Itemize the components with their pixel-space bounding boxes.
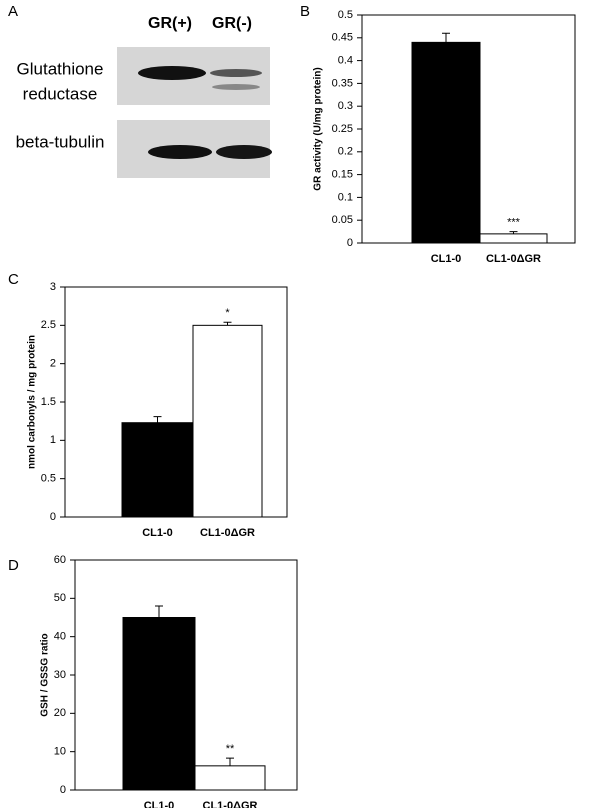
category-label: CL1-0: [431, 253, 462, 265]
significance-label: ***: [507, 217, 521, 229]
y-tick-label: 0.4: [338, 55, 353, 67]
error-bar: [442, 32, 450, 43]
y-tick-label: 0.35: [332, 77, 353, 89]
bar: [192, 324, 263, 518]
category-label: CL1-0: [142, 527, 173, 539]
y-tick-label: 10: [54, 746, 66, 758]
y-tick-label: 2: [50, 358, 56, 370]
lane-label: GR(+): [148, 15, 192, 32]
y-tick-label: 0.05: [332, 214, 353, 226]
y-tick-label: 20: [54, 707, 66, 719]
y-axis-label: GR activity (U/mg protein): [313, 67, 324, 190]
panel-letter: C: [8, 271, 19, 288]
error-bar: [226, 757, 234, 766]
bar: [194, 765, 266, 791]
y-tick-label: 30: [54, 669, 66, 681]
y-tick-label: 0.3: [338, 100, 353, 112]
band: [148, 145, 212, 159]
plot-frame: [361, 14, 576, 244]
band: [138, 66, 206, 80]
significance-label: *: [225, 307, 230, 319]
y-tick-label: 0.1: [338, 191, 353, 203]
band: [210, 69, 262, 77]
bar: [121, 422, 194, 518]
category-label: CL1-0ΔGR: [486, 253, 541, 265]
bar: [122, 617, 196, 791]
y-tick-label: 0.5: [338, 9, 353, 21]
y-tick-label: 40: [54, 631, 66, 643]
y-tick-label: 0.5: [41, 473, 56, 485]
y-tick-label: 1: [50, 434, 56, 446]
lane-label: GR(-): [212, 15, 252, 32]
bar: [479, 233, 548, 244]
error-bar: [509, 231, 518, 234]
category-label: CL1-0ΔGR: [200, 527, 255, 539]
y-tick-label: 0: [60, 784, 66, 796]
panel-letter: B: [300, 3, 310, 20]
y-axis-label: nmol carbonyls / mg protein: [27, 335, 38, 469]
row-label: beta-tubulin: [16, 132, 105, 151]
plot-frame: [74, 559, 298, 791]
y-tick-label: 2.5: [41, 319, 56, 331]
panel-letter: D: [8, 557, 19, 574]
row-label: reductase: [23, 84, 98, 103]
y-tick-label: 60: [54, 554, 66, 566]
y-tick-label: 0: [347, 237, 353, 249]
band: [216, 145, 272, 159]
y-tick-label: 0.25: [332, 123, 353, 135]
bar: [411, 41, 481, 244]
y-tick-label: 3: [50, 281, 56, 293]
error-bar: [155, 605, 163, 618]
band: [212, 84, 260, 90]
y-axis-label: GSH / GSSG ratio: [40, 633, 51, 716]
y-tick-label: 0.2: [338, 146, 353, 158]
significance-label: **: [226, 743, 235, 755]
y-tick-label: 0.45: [332, 32, 353, 44]
error-bar: [223, 321, 232, 326]
y-tick-label: 0.15: [332, 169, 353, 181]
row-label: Glutathione: [17, 59, 104, 78]
category-label: CL1-0: [144, 800, 175, 808]
plot-frame: [64, 286, 288, 518]
panel-letter: A: [8, 3, 18, 20]
y-tick-label: 50: [54, 592, 66, 604]
y-tick-label: 1.5: [41, 396, 56, 408]
category-label: CL1-0ΔGR: [203, 800, 258, 808]
error-bar: [153, 416, 162, 423]
y-tick-label: 0: [50, 511, 56, 523]
